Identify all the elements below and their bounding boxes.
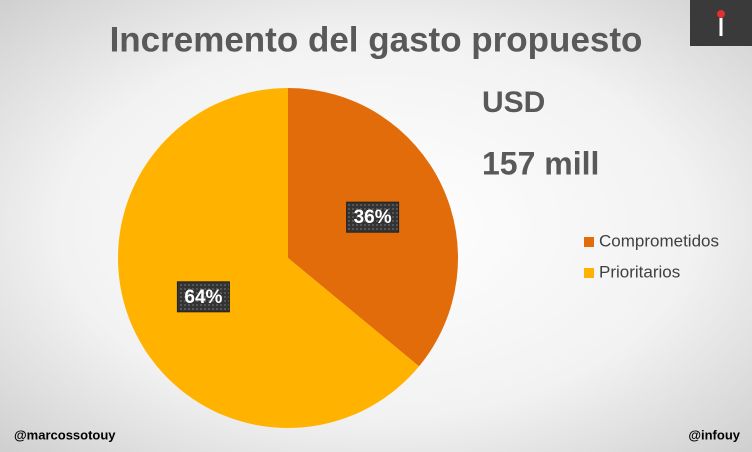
pie-slice [118, 88, 419, 428]
annotation: 157 mill [482, 145, 599, 181]
annotation: USD [482, 86, 545, 119]
legend-marker [584, 268, 594, 278]
chart-title: Incremento del gasto propuesto [110, 20, 643, 59]
legend-marker [584, 237, 594, 247]
legend-label: Comprometidos [599, 231, 719, 250]
data-label-box [346, 201, 400, 233]
legend-label: Prioritarios [599, 262, 680, 281]
plot: 36% 64% Comprometidos Prioritarios [118, 88, 719, 428]
logo [690, 0, 752, 46]
data-label-box [176, 281, 230, 313]
data-label: 36% [354, 207, 392, 228]
data-label: 64% [184, 287, 222, 308]
annotation: @infouy [688, 427, 740, 442]
annotation: @marcossotouy [14, 427, 116, 442]
